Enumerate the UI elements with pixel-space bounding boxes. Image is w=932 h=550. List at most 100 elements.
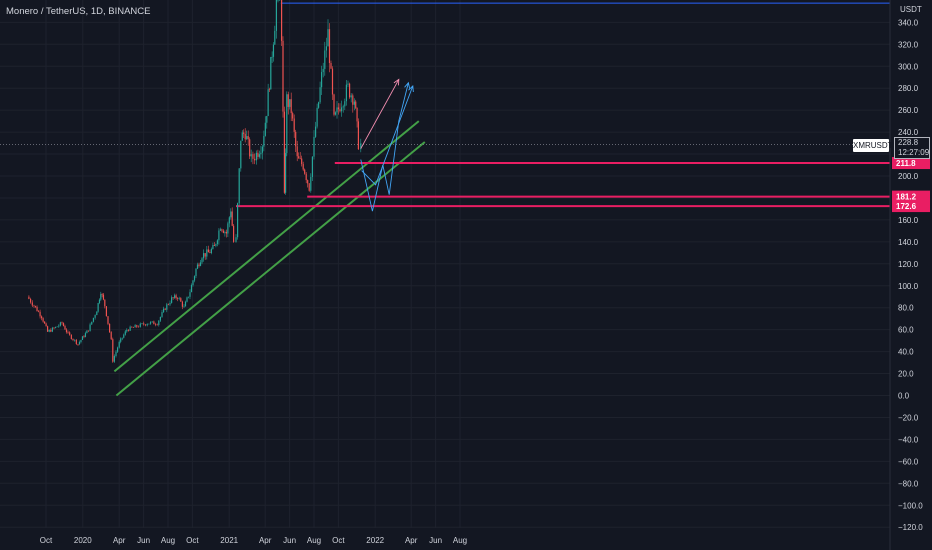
candle-body (64, 326, 66, 330)
candle-body (110, 332, 112, 340)
y-tick-label: 280.0 (898, 84, 919, 93)
x-tick-label: Apr (405, 536, 418, 545)
candle-body (270, 57, 272, 90)
x-tick-label: Oct (40, 536, 53, 545)
candle-body (55, 326, 57, 328)
candle-body (286, 94, 288, 154)
axis-unit-label: USDT (900, 5, 922, 14)
candle-body (80, 339, 82, 343)
x-tick-label: Jun (137, 536, 150, 545)
y-tick-label: −80.0 (898, 479, 919, 488)
level-tag-label: 172.6 (896, 202, 917, 211)
candle-body (92, 317, 95, 322)
candle-body (339, 109, 341, 112)
candle-body (132, 327, 135, 328)
candle-body (178, 298, 180, 299)
candle-body (336, 107, 338, 113)
projection-arrowhead (404, 81, 411, 89)
candle-body (324, 50, 326, 69)
candle-body (148, 323, 150, 325)
x-tick-label: 2021 (220, 536, 238, 545)
candle-body (37, 311, 40, 312)
candle-body (272, 44, 275, 57)
candle-body (313, 136, 315, 157)
candle-body (260, 152, 262, 155)
candle-body (204, 253, 206, 257)
y-tick-label: −60.0 (898, 457, 919, 466)
candle-body (337, 107, 340, 110)
candle-body (183, 306, 185, 308)
candle-body (126, 329, 128, 332)
projection-arrowhead (408, 85, 414, 93)
candle-body (120, 338, 122, 342)
candle-body (331, 68, 334, 95)
candle-body (325, 46, 327, 51)
candle-body (215, 244, 217, 246)
candle-body (61, 322, 63, 324)
level-tag-label: 181.2 (896, 193, 917, 202)
candle-body (172, 297, 174, 298)
candle-body (322, 68, 324, 73)
candle-body (216, 240, 218, 245)
candle-body (136, 325, 138, 327)
candle-body (241, 132, 243, 141)
candle-body (282, 40, 284, 112)
candle-body (104, 299, 106, 307)
candles (28, 0, 362, 363)
candle-body (53, 327, 55, 329)
y-tick-label: 100.0 (898, 282, 919, 291)
x-tick-label: Oct (186, 536, 199, 545)
x-tick-label: Apr (113, 536, 126, 545)
candle-body (45, 323, 47, 327)
candle-body (240, 140, 242, 169)
candle-body (235, 237, 237, 242)
candle-body (42, 318, 44, 322)
candle-body (196, 264, 199, 269)
candle-body (187, 296, 190, 298)
candle-body (105, 306, 107, 317)
horizontal-levels (0, 2, 890, 208)
x-tick-label: Jun (429, 536, 442, 545)
candle-body (67, 332, 69, 333)
candle-body (263, 135, 265, 147)
candle-body (296, 146, 298, 157)
candle-body (349, 83, 351, 98)
candle-body (293, 118, 295, 132)
candle-body (158, 320, 160, 325)
candle-body (117, 347, 119, 352)
candle-body (56, 326, 58, 328)
candle-body (83, 336, 85, 338)
candle-body (311, 156, 313, 177)
last-price-tag: 228.8 12:27:09 (894, 137, 930, 159)
candle-body (144, 324, 147, 326)
candle-body (301, 158, 303, 165)
candle-body (123, 334, 125, 338)
candle-body (302, 164, 304, 170)
candle-body (327, 29, 329, 47)
candle-body (345, 84, 347, 102)
candle-body (41, 316, 43, 319)
candle-body (97, 303, 99, 312)
y-axis: 340.0320.0300.0280.0260.0240.0220.0200.0… (889, 0, 923, 550)
candle-body (357, 121, 359, 150)
candle-body (254, 158, 256, 161)
candle-body (72, 339, 74, 340)
candle-body (113, 355, 115, 362)
candle-body (134, 325, 136, 328)
level-tag-label: 211.8 (896, 159, 916, 168)
last-price-value: 228.8 (898, 138, 919, 147)
candle-body (266, 116, 268, 123)
y-tick-label: 340.0 (898, 18, 919, 27)
y-tick-label: −20.0 (898, 413, 919, 422)
candle-body (231, 211, 233, 226)
candle-body (169, 302, 171, 305)
y-tick-label: −100.0 (898, 501, 923, 510)
candle-body (62, 323, 65, 327)
candle-body (321, 72, 323, 88)
candle-body (100, 294, 102, 300)
candle-body (290, 99, 292, 114)
candle-body (186, 297, 188, 302)
candle-body (153, 321, 155, 325)
candle-body (156, 324, 158, 326)
